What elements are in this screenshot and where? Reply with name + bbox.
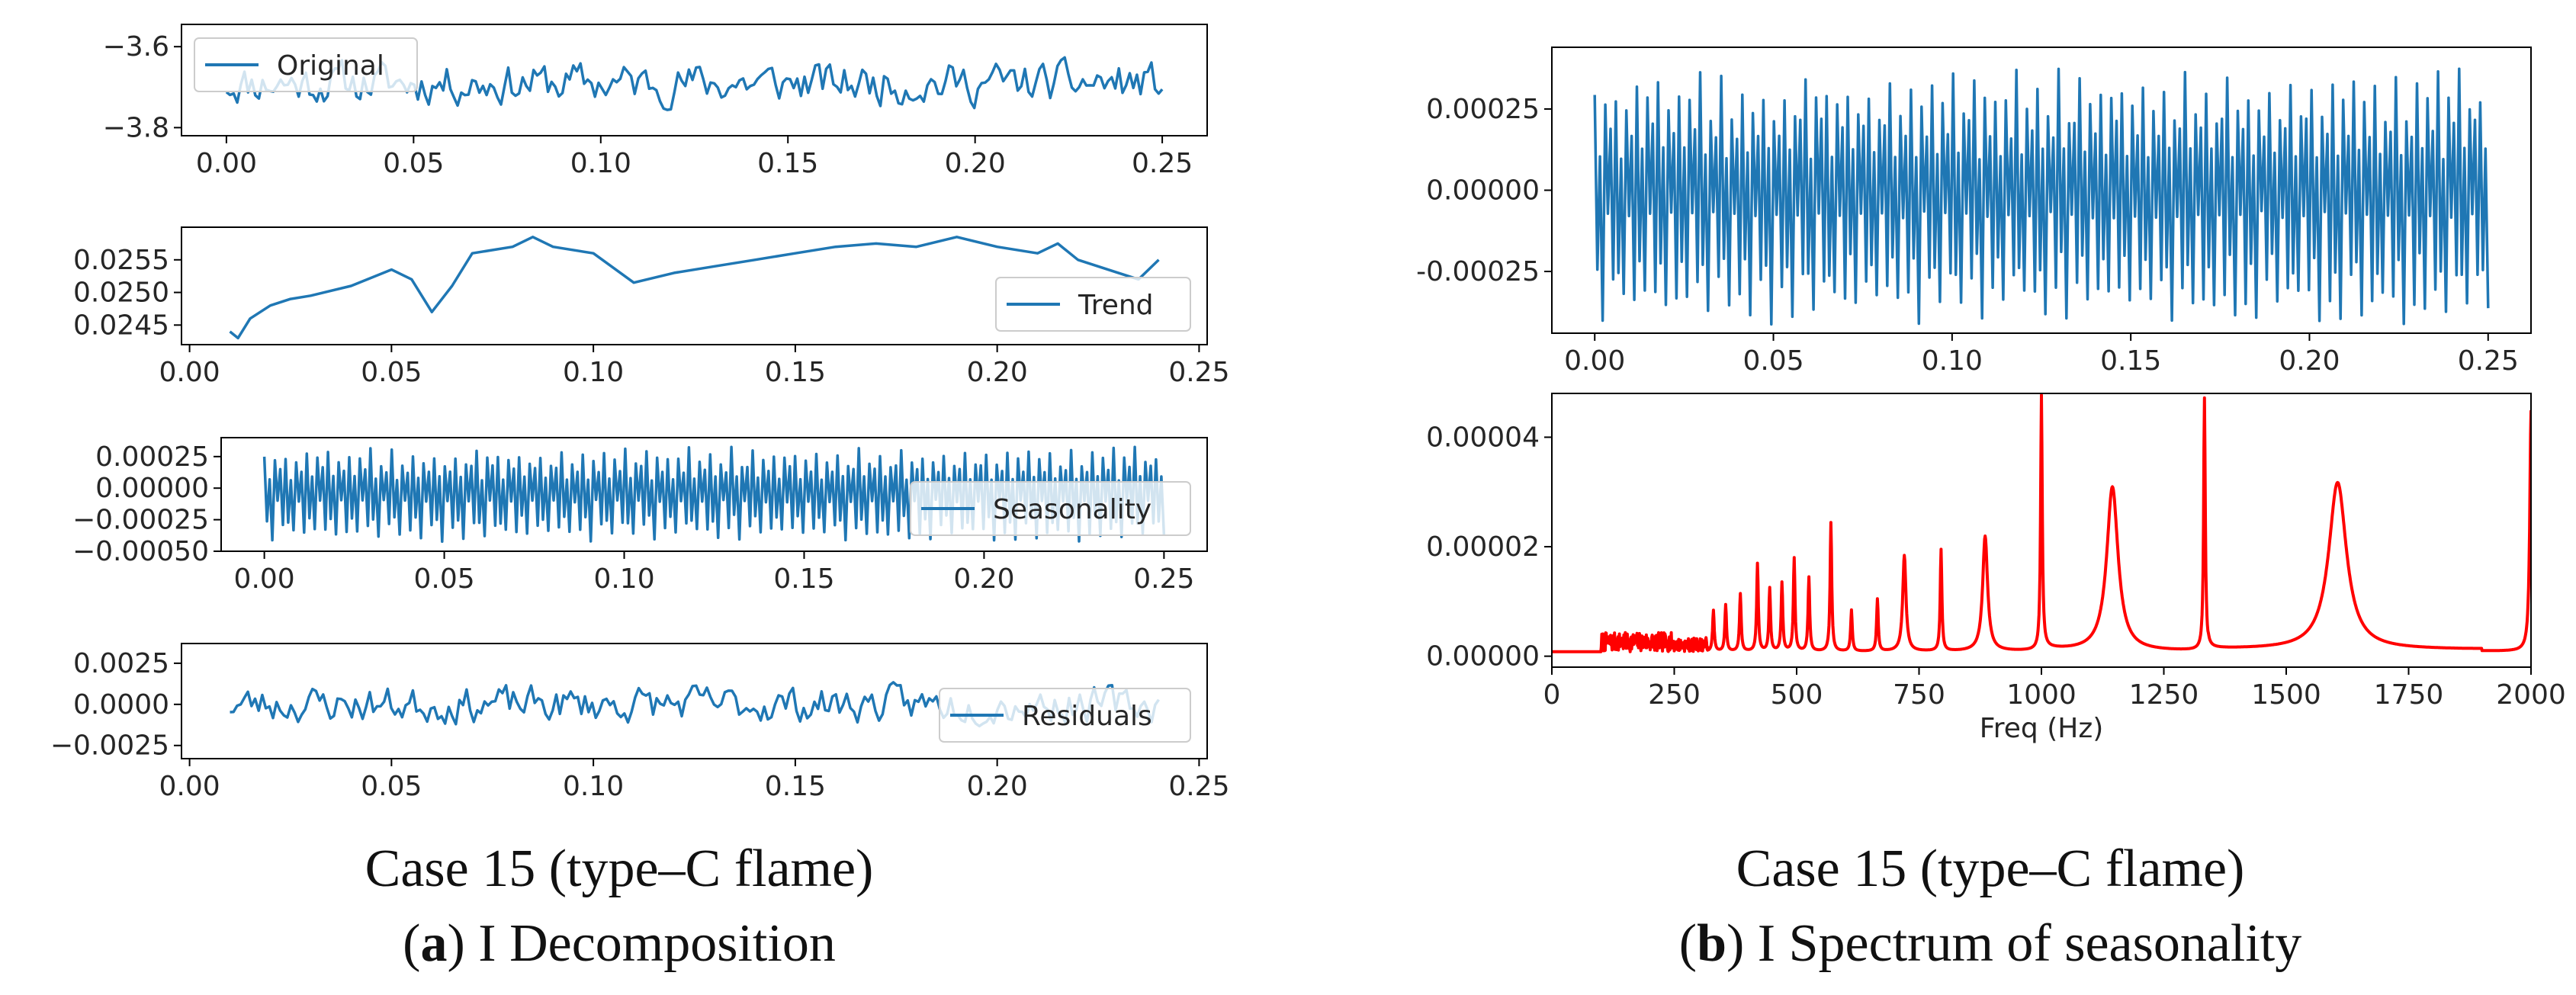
panel-seasonality-plot: 0.00 0.05 0.10 0.15 0.20 0.250.000250.00000−0… — [72, 437, 1208, 595]
trend-xtick-label: 0.15 — [765, 357, 826, 388]
original-xtick-label: 0.05 — [383, 148, 444, 179]
seasonality-ytick-label: −0.00050 — [72, 536, 209, 567]
residuals-legend-label: Residuals — [1022, 701, 1152, 732]
caption-b-letter: b — [1697, 914, 1726, 973]
original-xtick-label: 0.15 — [757, 148, 818, 179]
trend-legend-box — [995, 277, 1191, 332]
seasonality-b-xtick-label: 0.05 — [1742, 345, 1804, 377]
spectrum-xtick-label: 500 — [1771, 679, 1823, 711]
seasonality-xtick-label: 0.00 — [234, 563, 295, 595]
seasonality-b-xtick-label: 0.00 — [1564, 345, 1625, 377]
seasonality-b-xtick-label: 0.20 — [2279, 345, 2340, 377]
spectrum-xtick-label: 2000 — [2496, 679, 2566, 711]
seasonality-ytick-label: 0.00025 — [95, 441, 209, 473]
caption-a-title: Case 15 (type–C flame) — [365, 839, 874, 898]
trend-xtick-label: 0.25 — [1168, 357, 1229, 388]
panel-seasonality-b-plot: 0.00 0.05 0.10 0.15 0.20 0.25 0.00025 0.00000 -0… — [1416, 47, 2532, 377]
original-ytick-label: −3.8 — [103, 112, 169, 143]
caption-b-title: Case 15 (type–C flame) — [1736, 839, 2245, 898]
spectrum-series-line — [1552, 393, 2531, 653]
caption-a-text: ) I Decomposition — [447, 914, 836, 973]
residuals-xtick-label: 0.00 — [159, 771, 220, 802]
spectrum-xtick-label: 1250 — [2129, 679, 2199, 711]
seasonality-xtick-label: 0.15 — [773, 563, 834, 595]
trend-ytick-label: 0.0255 — [73, 245, 169, 276]
original-axes-frame — [181, 24, 1208, 136]
residuals-xtick-label: 0.20 — [967, 771, 1028, 802]
trend-xtick-label: 0.00 — [159, 357, 220, 388]
panel-spectrum-plot: 0 250 500 750 1000 1250 1500 1750 2000 0.00004 0.0… — [1426, 393, 2566, 744]
seasonality-ytick-label: −0.00025 — [72, 505, 209, 536]
trend-ytick-label: 0.0245 — [73, 310, 169, 341]
seasonality-b-ytick-label: 0.00025 — [1426, 94, 1540, 125]
seasonality-legend-box — [910, 481, 1191, 536]
original-ytick-label: −3.6 — [103, 31, 169, 63]
original-legend-label: Original — [277, 50, 384, 82]
panel-trend-plot: 0.00 0.05 0.10 0.15 0.20 0.25 0.02550.02500.02… — [73, 226, 1229, 388]
residuals-xtick-label: 0.25 — [1168, 771, 1229, 802]
residuals-xtick-label: 0.10 — [563, 771, 624, 802]
panel-original-plot: 0.00 0.05 0.10 0.15 0.20 0.25 −3.6 −3.8 Original — [103, 24, 1208, 179]
spectrum-xtick-label: 250 — [1648, 679, 1701, 711]
seasonality-b-series-line — [1593, 67, 2490, 326]
original-legend-box — [194, 37, 418, 92]
residuals-xtick-label: 0.05 — [361, 771, 422, 802]
original-xtick-label: 0.25 — [1132, 148, 1193, 179]
residuals-ytick-label: 0.0000 — [73, 689, 169, 721]
trend-ytick-label: 0.0250 — [73, 278, 169, 309]
spectrum-xtick-label: 1000 — [2006, 679, 2077, 711]
trend-legend-label: Trend — [1078, 290, 1154, 321]
spectrum-xtick-label: 750 — [1893, 679, 1945, 711]
seasonality-xtick-label: 0.05 — [413, 563, 474, 595]
seasonality-b-xtick-label: 0.25 — [2458, 345, 2519, 377]
caption-a-subtitle: (a) I Decomposition — [403, 914, 836, 973]
spectrum-ytick-label: 0.00000 — [1426, 641, 1540, 672]
trend-xtick-label: 0.10 — [563, 357, 624, 388]
caption-b-subtitle: (b) I Spectrum of seasonality — [1678, 914, 2302, 973]
spectrum-ytick-label: 0.00004 — [1426, 422, 1540, 453]
spectrum-xtick-label: 1750 — [2374, 679, 2444, 711]
seasonality-b-xtick-label: 0.15 — [2100, 345, 2161, 377]
trend-axes-frame — [181, 226, 1208, 345]
seasonality-b-ytick-label: 0.00000 — [1426, 175, 1540, 207]
seasonality-xtick-label: 0.20 — [953, 563, 1014, 595]
original-xtick-label: 0.00 — [196, 148, 257, 179]
spectrum-xlabel: Freq (Hz) — [1980, 713, 2104, 744]
trend-xtick-label: 0.20 — [967, 357, 1028, 388]
caption-b-text: ) I Spectrum of seasonality — [1726, 914, 2302, 973]
caption-a-letter: a — [420, 914, 448, 973]
original-xtick-label: 0.10 — [570, 148, 631, 179]
residuals-ytick-label: 0.0025 — [73, 648, 169, 679]
residuals-axes-frame — [181, 643, 1208, 759]
seasonality-b-ytick-label: -0.00025 — [1416, 256, 1540, 287]
residuals-legend-box — [939, 688, 1191, 743]
trend-xtick-label: 0.05 — [361, 357, 422, 388]
residuals-ytick-label: −0.0025 — [50, 730, 169, 762]
residuals-xtick-label: 0.15 — [765, 771, 826, 802]
original-xtick-label: 0.20 — [945, 148, 1006, 179]
seasonality-legend-label: Seasonality — [993, 494, 1151, 525]
seasonality-xtick-label: 0.10 — [593, 563, 654, 595]
spectrum-xtick-label: 0 — [1543, 679, 1561, 711]
spectrum-ytick-label: 0.00002 — [1426, 531, 1540, 563]
seasonality-ytick-label: 0.00000 — [95, 473, 209, 504]
spectrum-xtick-label: 1500 — [2251, 679, 2321, 711]
trend-series-line — [229, 236, 1160, 340]
seasonality-axes-frame — [220, 437, 1208, 552]
panel-residuals-plot: 0.00 0.05 0.10 0.15 0.20 0.25 0.0025 0.0000 −0.0… — [50, 643, 1229, 802]
seasonality-xtick-label: 0.25 — [1133, 563, 1194, 595]
seasonality-b-xtick-label: 0.10 — [1922, 345, 1983, 377]
